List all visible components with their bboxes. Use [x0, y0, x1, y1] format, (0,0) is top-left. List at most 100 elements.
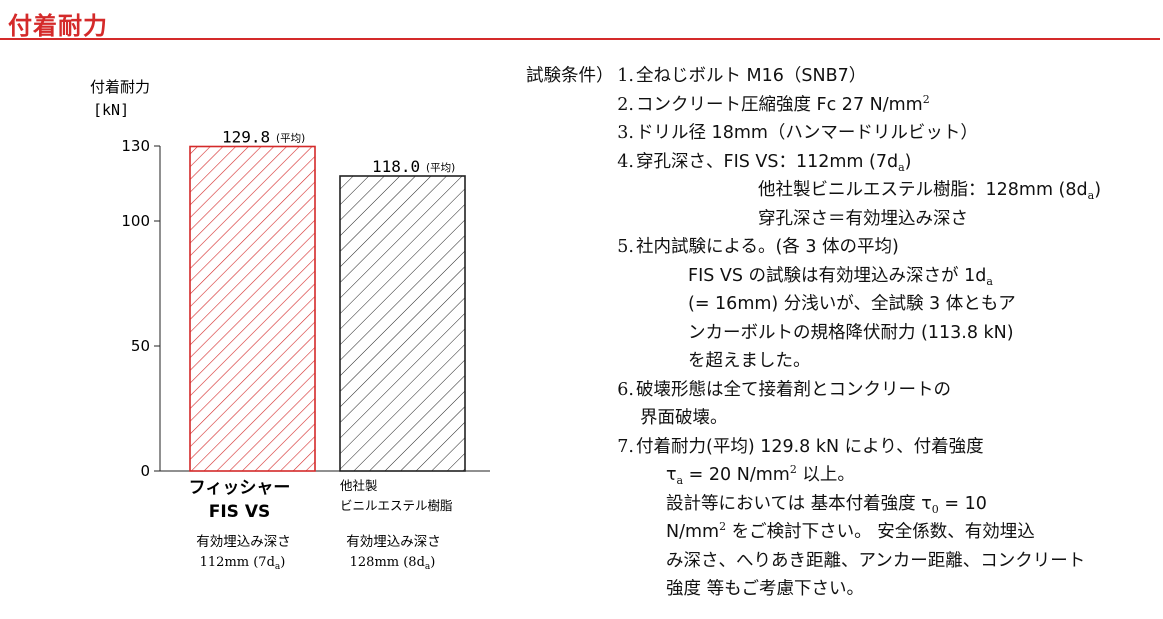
condition-text-part: (= 16mm) 分浅いが、全試験 3 体ともア	[688, 294, 1016, 314]
condition-text-part: a	[676, 474, 684, 487]
condition-line: ンカーボルトの規格降伏耐力 (113.8 kN)	[526, 319, 1156, 348]
y-axis-label: 付着耐力	[90, 78, 150, 96]
condition-text-part: 2	[719, 520, 727, 533]
condition-text-part: 0	[931, 502, 939, 516]
condition-line: (= 16mm) 分浅いが、全試験 3 体ともア	[526, 290, 1156, 319]
condition-text-part: をご検討下さい。 安全係数、有効埋込	[726, 522, 1035, 542]
condition-number: 6.	[617, 379, 634, 400]
condition-text-part: = 20 N/mm	[683, 465, 790, 485]
condition-text: 付着耐力(平均) 129.8 kN により、付着強度	[636, 433, 984, 462]
condition-text-part: を超えました。	[688, 351, 811, 371]
condition-text: 界面破壊。	[640, 404, 728, 433]
condition-number: 4.	[617, 151, 634, 172]
condition-line: 穿孔深さ＝有効埋込み深さ	[526, 205, 1156, 234]
bar-2	[339, 175, 466, 472]
bar-name-line: ビニルエステル樹脂	[340, 498, 453, 513]
condition-text-part: FIS VS の試験は有効埋込み深さが 1d	[688, 265, 987, 286]
condition-text: 全ねじボルト M16（SNB7）	[636, 62, 866, 91]
bar-value-label: 129.8	[222, 128, 270, 147]
condition-number: 2.	[617, 94, 634, 115]
condition-text-part: 界面破壊。	[640, 408, 728, 428]
condition-text-part: 以上。	[796, 465, 855, 485]
condition-text-part: a	[1087, 189, 1095, 202]
bar-value-note: (平均)	[276, 133, 305, 145]
condition-text: 穿孔深さ＝有効埋込み深さ	[758, 205, 968, 234]
condition-line: 7. 付着耐力(平均) 129.8 kN により、付着強度	[526, 433, 1156, 462]
condition-text-part: a	[898, 160, 905, 174]
condition-text-part: 穿孔深さ＝有効埋込み深さ	[758, 208, 968, 229]
bar-value-label: 118.0	[372, 157, 420, 176]
condition-text-part: )	[904, 151, 912, 172]
bar-name-line: FIS VS	[209, 502, 271, 522]
bond-strength-chart: 付着耐力 [kN] 0 50 100 130 129.8 (平均) フィッシャー FIS VS 有効…	[90, 78, 490, 572]
condition-number: 5.	[617, 237, 634, 257]
condition-text-part: 強度 等もご考慮下さい。	[666, 579, 865, 599]
test-conditions: 試験条件） 1. 全ねじボルト M16（SNB7） 2. コンクリート圧縮強度 Fc …	[526, 62, 1156, 604]
condition-text: を超えました。	[688, 347, 811, 376]
y-tick-label: 0	[140, 462, 150, 480]
condition-line: 5. 社内試験による。(各 3 体の平均)	[526, 233, 1156, 262]
condition-text-part: 社内試験による。(各 3 体の平均)	[636, 237, 899, 257]
condition-text: ドリル径 18mm（ハンマードリルビット）	[636, 119, 978, 148]
bar-sublabel: 有効埋込み深さ	[196, 534, 291, 550]
condition-line: を超えました。	[526, 347, 1156, 376]
bar-name-line: 他社製	[340, 478, 378, 493]
bar-depth-label: 128mm (8da)	[350, 555, 436, 572]
condition-text-part: N/mm	[666, 522, 720, 542]
y-tick-label: 100	[121, 212, 150, 230]
condition-text-part: 破壊形態は全て接着剤とコンクリートの	[636, 379, 951, 400]
condition-number: 3.	[617, 123, 634, 143]
condition-line: τa = 20 N/mm2 以上。	[526, 461, 1156, 490]
bar-1	[189, 145, 316, 472]
condition-text-part: ンカーボルトの規格降伏耐力 (113.8 kN)	[688, 322, 1014, 343]
condition-text: 社内試験による。(各 3 体の平均)	[636, 233, 899, 262]
bar-depth-label: 112mm (7da)	[200, 555, 286, 572]
condition-text-part: 付着耐力(平均) 129.8 kN により、付着強度	[636, 436, 984, 457]
condition-text-part: ドリル径 18mm（ハンマードリルビット）	[636, 123, 978, 143]
bar-sublabel: 有効埋込み深さ	[346, 534, 441, 550]
condition-text: 他社製ビニルエステル樹脂：128mm (8da)	[758, 176, 1101, 207]
condition-number: 7.	[617, 436, 634, 457]
y-tick-label: 50	[131, 337, 150, 355]
condition-text: み深さ、へりあき距離、アンカー距離、コンクリート	[666, 547, 1085, 576]
condition-text-part: 2	[789, 463, 797, 476]
condition-text: 強度 等もご考慮下さい。	[666, 575, 864, 604]
condition-text: τa = 20 N/mm2 以上。	[666, 461, 855, 492]
condition-line: 2. コンクリート圧縮強度 Fc 27 N/mm2	[526, 91, 1156, 120]
condition-text: N/mm2 をご検討下さい。 安全係数、有効埋込	[666, 518, 1035, 549]
condition-line: 3. ドリル径 18mm（ハンマードリルビット）	[526, 119, 1156, 148]
y-tick-label: 130	[121, 137, 150, 155]
condition-line: 4. 穿孔深さ、FIS VS：112mm (7da)	[526, 148, 1156, 177]
bar-value-note: (平均)	[426, 162, 455, 174]
condition-line: FIS VS の試験は有効埋込み深さが 1da	[526, 262, 1156, 291]
page-title: 付着耐力	[8, 12, 108, 40]
condition-text-part: a	[986, 274, 993, 288]
condition-text-part: 2	[922, 92, 930, 106]
condition-line: 他社製ビニルエステル樹脂：128mm (8da)	[526, 176, 1156, 205]
condition-text: FIS VS の試験は有効埋込み深さが 1da	[688, 262, 993, 293]
condition-text-part: )	[1094, 180, 1102, 200]
condition-text-part: 設計等においては 基本付着強度 τ	[666, 493, 932, 514]
condition-line: 1. 全ねじボルト M16（SNB7）	[526, 62, 1156, 91]
condition-number: 1.	[617, 66, 634, 86]
condition-text: (= 16mm) 分浅いが、全試験 3 体ともア	[688, 290, 1016, 319]
conditions-heading: 試験条件）	[526, 66, 614, 86]
condition-text: 穿孔深さ、FIS VS：112mm (7da)	[636, 148, 912, 179]
condition-text-part: = 10	[938, 493, 987, 514]
condition-text-part: コンクリート圧縮強度 Fc 27 N/mm	[636, 94, 923, 115]
condition-text-part: み深さ、へりあき距離、アンカー距離、コンクリート	[666, 550, 1086, 571]
condition-text-part: 穿孔深さ、FIS VS：112mm (7d	[636, 151, 899, 172]
condition-line: 界面破壊。	[526, 404, 1156, 433]
y-axis-unit: [kN]	[93, 101, 129, 119]
condition-line: 強度 等もご考慮下さい。	[526, 575, 1156, 604]
condition-text-part: 他社製ビニルエステル樹脂：128mm (8d	[758, 180, 1088, 200]
condition-text: ンカーボルトの規格降伏耐力 (113.8 kN)	[688, 319, 1014, 348]
condition-line: N/mm2 をご検討下さい。 安全係数、有効埋込	[526, 518, 1156, 547]
condition-line: 6. 破壊形態は全て接着剤とコンクリートの	[526, 376, 1156, 405]
condition-text: 破壊形態は全て接着剤とコンクリートの	[636, 376, 951, 405]
condition-text: 設計等においては 基本付着強度 τ0 = 10	[666, 490, 987, 521]
bar-name-line: フィッシャー	[189, 478, 291, 498]
condition-line: み深さ、へりあき距離、アンカー距離、コンクリート	[526, 547, 1156, 576]
condition-text-part: 全ねじボルト M16（SNB7）	[636, 66, 867, 86]
condition-text-part: τ	[666, 465, 677, 485]
